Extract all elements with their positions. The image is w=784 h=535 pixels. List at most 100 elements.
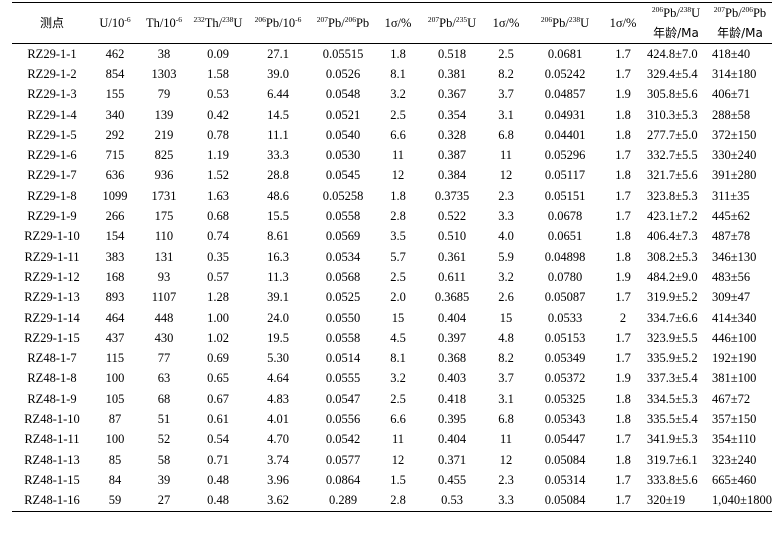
cell-th-u: 0.35 (207, 249, 229, 264)
cell-age-76: 467±72 (712, 391, 751, 406)
cell-sigma3: 2 (619, 310, 627, 325)
cell-age-68: 424.8±7.0 (647, 46, 698, 61)
cell-sigma1: 11 (391, 432, 405, 447)
cell-sigma2: 3.1 (498, 391, 514, 406)
cell-u: 59 (92, 490, 138, 512)
cell-age-68: 333.8±5.6 (647, 472, 698, 487)
cell-sigma2: 11 (499, 432, 513, 447)
table-row: RZ29-1-2 854 1303 1.58 39.0 0.0526 8.1 0.381 8.2… (12, 64, 772, 84)
cell-pb207-pb206: 0.0547 (325, 391, 361, 406)
cell-pb207-pb206: 0.0569 (325, 229, 361, 244)
cell-u: 636 (105, 168, 125, 183)
zircon-u-pb-data-table: 测点 U/10-6 Th/10-6 232Th/238U 206Pb/10-6 … (12, 2, 772, 512)
cell-age-76: 288±58 (712, 107, 751, 122)
cell-u: 266 (105, 209, 125, 224)
cell-sigma3: 1.7 (615, 209, 631, 224)
cell-pb206-u238: 0.05087 (544, 290, 586, 305)
cell-age-68: 406.4±7.3 (647, 229, 698, 244)
cell-pb207-u235: 0.328 (437, 127, 467, 142)
header-pb206: 206Pb/10-6 (246, 2, 310, 44)
cell-th: 63 (157, 371, 171, 386)
cell-pb206: 39.0 (267, 66, 289, 81)
cell-age-76: 314±180 (712, 66, 757, 81)
cell-age-68: 305.8±5.6 (647, 87, 698, 102)
cell-sigma2: 12 (499, 452, 513, 467)
cell-pb206-u238: 0.05084 (528, 490, 602, 512)
cell-sigma1: 2.5 (390, 269, 406, 284)
cell-age-76: 372±150 (712, 127, 757, 142)
cell-spot: RZ48-1-13 (24, 452, 80, 467)
header-age-pb207-pb206: 207Pb/206Pb (708, 2, 772, 23)
cell-age-68: 320±19 (644, 490, 708, 512)
cell-sigma3: 1.7 (615, 432, 631, 447)
cell-pb207-u235: 0.381 (437, 66, 467, 81)
cell-sigma1: 3.2 (390, 371, 406, 386)
cell-age-68: 329.4±5.4 (647, 66, 698, 81)
cell-sigma2: 5.9 (498, 249, 514, 264)
cell-age-76: 665±460 (712, 472, 757, 487)
cell-sigma2: 2.3 (498, 188, 514, 203)
header-th-u-ratio: 232Th/238U (190, 2, 246, 44)
cell-pb206-u238: 0.04898 (544, 249, 586, 264)
table-row: RZ48-1-16 59 27 0.48 3.62 0.289 2.8 0.53 3.3 0.05… (12, 490, 772, 512)
cell-th: 38 (157, 46, 171, 61)
cell-age-76: 406±71 (712, 87, 751, 102)
cell-sigma3: 1.7 (615, 472, 631, 487)
cell-pb207-pb206: 0.0542 (325, 432, 361, 447)
cell-pb206: 24.0 (267, 310, 289, 325)
cell-sigma2: 2.5 (498, 46, 514, 61)
cell-sigma3: 1.8 (615, 411, 631, 426)
cell-pb207-pb206: 0.0521 (325, 107, 361, 122)
cell-pb207-pb206: 0.289 (310, 490, 376, 512)
cell-sigma2: 11 (499, 148, 513, 163)
cell-th: 79 (157, 87, 171, 102)
header-spot: 测点 (12, 2, 92, 44)
cell-sigma3: 1.9 (615, 269, 631, 284)
cell-age-76: 391±280 (712, 168, 757, 183)
cell-age-76: 330±240 (712, 148, 757, 163)
cell-spot: RZ29-1-12 (24, 269, 80, 284)
cell-sigma1: 1.8 (390, 188, 406, 203)
cell-sigma2: 2.6 (498, 290, 514, 305)
cell-u: 715 (105, 148, 125, 163)
cell-age-68: 277.7±5.0 (647, 127, 698, 142)
cell-sigma3: 1.7 (615, 148, 631, 163)
cell-th: 825 (154, 148, 174, 163)
cell-pb207-u235: 0.53 (420, 490, 484, 512)
cell-pb207-u235: 0.518 (437, 46, 467, 61)
cell-sigma2: 3.7 (498, 371, 514, 386)
cell-pb206-u238: 0.05117 (544, 168, 586, 183)
header-pb207-pb206: 207Pb/206Pb (310, 2, 376, 44)
cell-th: 77 (157, 351, 171, 366)
cell-sigma3: 1.7 (602, 490, 644, 512)
cell-pb207-pb206: 0.0545 (325, 168, 361, 183)
cell-sigma1: 8.1 (390, 351, 406, 366)
cell-pb206-u238: 0.05314 (544, 472, 586, 487)
cell-sigma3: 1.7 (615, 66, 631, 81)
cell-pb206: 4.64 (267, 371, 289, 386)
table-row: RZ48-1-9 105 68 0.67 4.83 0.0547 2.5 0.418 3.1 0.… (12, 389, 772, 409)
cell-th-u: 0.57 (207, 269, 229, 284)
table-row: RZ29-1-6 715 825 1.19 33.3 0.0530 11 0.387 11 0.0… (12, 145, 772, 165)
cell-sigma1: 3.2 (390, 87, 406, 102)
cell-age-76: 323±240 (712, 452, 757, 467)
cell-pb207-pb206: 0.0864 (325, 472, 361, 487)
cell-age-76: 357±150 (712, 411, 757, 426)
table-row: RZ29-1-12 168 93 0.57 11.3 0.0568 2.5 0.611 3.2 0… (12, 267, 772, 287)
cell-age-68: 308.2±5.3 (647, 249, 698, 264)
cell-sigma1: 11 (391, 148, 405, 163)
cell-u: 100 (105, 371, 125, 386)
cell-th-u: 0.48 (207, 472, 229, 487)
cell-th: 131 (154, 249, 174, 264)
cell-age-76: 1,040±1800 (708, 490, 772, 512)
cell-pb206-u238: 0.0780 (547, 269, 583, 284)
cell-sigma2: 15 (499, 310, 513, 325)
header-u: U/10-6 (92, 2, 138, 44)
cell-u: 292 (105, 127, 125, 142)
cell-pb207-pb206: 0.0556 (325, 411, 361, 426)
cell-spot: RZ29-1-7 (27, 168, 77, 183)
cell-u: 1099 (102, 188, 128, 203)
header-pb206-u238: 206Pb/238U (528, 2, 602, 44)
cell-age-76: 346±130 (712, 249, 757, 264)
